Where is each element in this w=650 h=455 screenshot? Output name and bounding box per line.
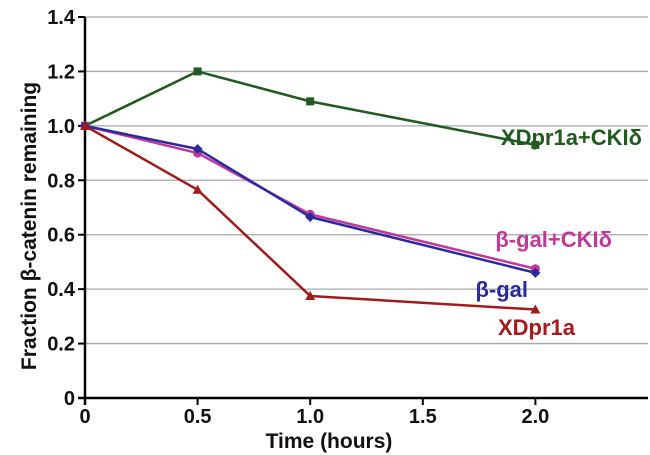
- series-label: β-gal: [475, 277, 528, 302]
- series-label: β-gal+CKIδ: [495, 227, 612, 252]
- y-tick-label: 0.2: [47, 334, 75, 356]
- y-tick-label: 0.8: [47, 170, 75, 192]
- x-tick-label: 2.0: [521, 406, 549, 428]
- y-tick-label: 1.2: [47, 61, 75, 83]
- y-tick-label: 0.4: [47, 279, 76, 301]
- data-point: [531, 140, 540, 149]
- series-labels: XDpr1a+CKIδ β-gal+CKIδ β-gal XDpr1a: [475, 125, 642, 340]
- x-tick-label: 1.5: [409, 406, 437, 428]
- data-point: [192, 184, 203, 194]
- data-point: [305, 212, 316, 223]
- x-tick-label: 0.5: [184, 406, 212, 428]
- y-axis-label: Fraction β-catenin remaining: [18, 82, 41, 370]
- data-point: [305, 290, 316, 300]
- series-group: [80, 67, 541, 314]
- x-axis-label: Time (hours): [266, 430, 393, 453]
- y-tick-label: 0: [64, 388, 75, 410]
- y-tick-label: 1.4: [47, 7, 76, 29]
- series-line-0: [84, 70, 536, 147]
- data-point: [530, 304, 541, 314]
- y-tick-label: 1.0: [47, 116, 75, 138]
- series-line-2: [84, 124, 536, 275]
- x-tick-labels: 0 0.5 1.0 1.5 2.0: [79, 406, 549, 428]
- gridlines: [85, 16, 648, 345]
- y-tick-labels: 0 0.2 0.4 0.6 0.8 1.0 1.2 1.4: [47, 7, 76, 410]
- series-label: XDpr1a+CKIδ: [501, 125, 642, 150]
- series-line-1: [84, 124, 536, 270]
- data-point: [193, 67, 202, 76]
- series-line-3: [84, 124, 536, 311]
- y-tick-label: 0.6: [47, 225, 75, 247]
- data-point: [80, 120, 90, 130]
- x-tick-label: 0: [79, 406, 90, 428]
- data-point: [530, 267, 541, 278]
- series-label: XDpr1a: [498, 315, 576, 340]
- data-point: [306, 97, 315, 106]
- x-tick-label: 1.0: [296, 406, 324, 428]
- data-point: [192, 143, 203, 154]
- axes: [78, 16, 648, 405]
